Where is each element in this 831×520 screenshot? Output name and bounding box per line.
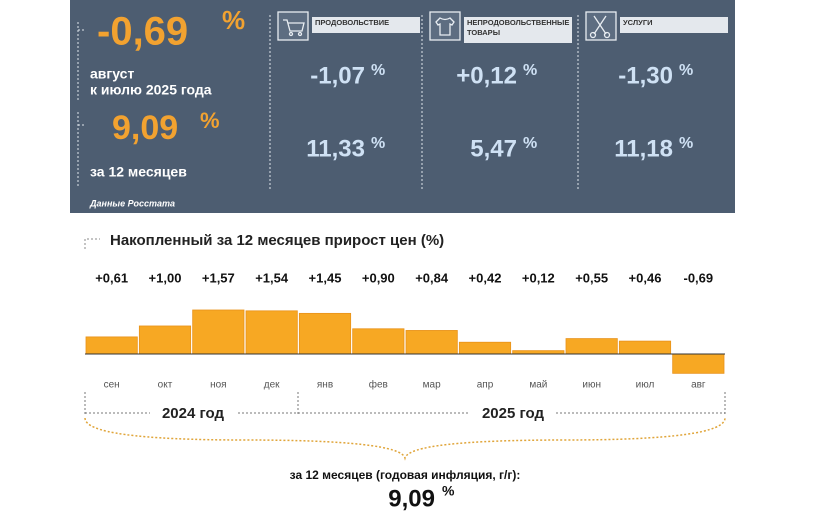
group-value: 5,47 bbox=[470, 135, 517, 162]
value-label: +0,42 bbox=[469, 270, 502, 285]
x-tick-label: июн bbox=[582, 380, 601, 391]
value-label: -0,69 bbox=[684, 270, 714, 285]
month-change: -0,69 bbox=[97, 10, 188, 54]
bar bbox=[512, 350, 565, 355]
value-label: +0,84 bbox=[415, 270, 449, 285]
group-label-box bbox=[620, 17, 728, 33]
title-bracket bbox=[84, 238, 100, 249]
group-label-box bbox=[312, 17, 420, 33]
bar bbox=[85, 336, 138, 355]
unit: % bbox=[371, 62, 385, 79]
value-label: +0,46 bbox=[629, 270, 662, 285]
unit: % bbox=[442, 483, 455, 499]
summary-panel bbox=[70, 0, 735, 213]
chart-title: Накопленный за 12 месяцев прирост цен (%… bbox=[110, 232, 444, 249]
value-label: +0,90 bbox=[362, 270, 395, 285]
bar bbox=[405, 330, 458, 355]
value-label: +0,61 bbox=[95, 270, 128, 285]
group-value: 11,18 bbox=[614, 135, 673, 162]
bar bbox=[298, 312, 352, 355]
unit: % bbox=[222, 5, 245, 35]
x-tick-label: май bbox=[529, 380, 547, 391]
x-tick-label: авг bbox=[691, 380, 706, 391]
caption: за 12 месяцев bbox=[90, 164, 187, 180]
bar bbox=[458, 341, 512, 355]
summary-content: -0,69 % август к июлю 2025 года 9,09 % з… bbox=[89, 5, 728, 208]
x-tick-label: фев bbox=[369, 379, 388, 391]
group-label: ПРОДОВОЛЬСТВИЕ bbox=[315, 18, 389, 27]
group-label: НЕПРОДОВОЛЬСТВЕННЫЕ bbox=[467, 18, 569, 27]
year-dividers bbox=[84, 392, 726, 414]
bar bbox=[618, 340, 672, 355]
group-label-box bbox=[464, 17, 572, 43]
value-label: +1,54 bbox=[255, 270, 289, 285]
value-label: +0,12 bbox=[522, 270, 555, 285]
year-label: 2025 год bbox=[482, 405, 545, 422]
year-label: 2024 год bbox=[162, 405, 225, 422]
unit: % bbox=[523, 62, 537, 79]
unit: % bbox=[679, 135, 693, 152]
bar bbox=[565, 338, 618, 355]
bar bbox=[192, 309, 245, 355]
x-tick-label: апр bbox=[477, 380, 494, 391]
x-tick-label: ноя bbox=[210, 380, 227, 391]
value-label: +1,00 bbox=[149, 270, 182, 285]
bar bbox=[138, 325, 192, 355]
bar bbox=[245, 310, 298, 355]
bar bbox=[352, 328, 405, 355]
group-value: +0,12 bbox=[456, 62, 517, 89]
bar-chart: Накопленный за 12 месяцев прирост цен (%… bbox=[85, 232, 725, 512]
annual: 9,09 bbox=[112, 109, 178, 147]
x-tick-label: июл bbox=[636, 380, 655, 391]
group-icons bbox=[277, 11, 617, 41]
footnote-value: 9,09 bbox=[388, 485, 435, 512]
panel-dividers bbox=[77, 15, 579, 190]
x-tick-label: мар bbox=[423, 380, 441, 391]
group-value: -1,30 bbox=[618, 62, 673, 89]
x-tick-label: сен bbox=[104, 380, 120, 391]
caption: к июлю 2025 года bbox=[90, 82, 212, 98]
unit: % bbox=[523, 135, 537, 152]
value-label: +0,55 bbox=[575, 270, 608, 285]
group-value: 11,33 bbox=[306, 135, 365, 162]
brace bbox=[84, 417, 726, 461]
caption: август bbox=[90, 66, 134, 82]
x-tick-label: янв bbox=[317, 380, 333, 391]
x-tick-label: окт bbox=[158, 380, 173, 391]
unit: % bbox=[679, 62, 693, 79]
group-label: ТОВАРЫ bbox=[467, 28, 500, 37]
group-label: УСЛУГИ bbox=[623, 18, 652, 27]
bar bbox=[672, 353, 725, 374]
source: Данные Росстата bbox=[89, 198, 175, 208]
x-tick-label: дек bbox=[264, 380, 280, 391]
group-value: -1,07 bbox=[310, 62, 365, 89]
value-label: +1,57 bbox=[202, 270, 235, 285]
value-label: +1,45 bbox=[309, 270, 342, 285]
footnote: за 12 месяцев (годовая инфляция, г/г): bbox=[290, 468, 521, 482]
unit: % bbox=[200, 108, 220, 133]
unit: % bbox=[371, 135, 385, 152]
